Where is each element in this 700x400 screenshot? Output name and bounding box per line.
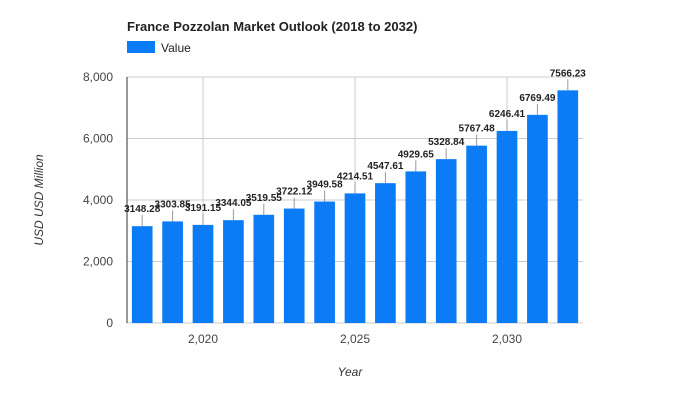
y-axis-ticks: 0 2,000 4,000 6,000 8,000 [83,70,113,330]
data-label-2032: 7566.23 [550,68,587,79]
bar-2029[interactable] [466,145,487,323]
bar-2019[interactable] [162,221,183,323]
data-label-2030: 6246.41 [489,109,526,120]
data-label-2025: 4214.51 [337,171,374,182]
chart-title: France Pozzolan Market Outlook (2018 to … [127,19,417,34]
legend[interactable]: Value [127,41,191,55]
legend-label: Value [161,41,191,55]
bar-2024[interactable] [314,201,335,323]
bar-2018[interactable] [131,226,153,323]
data-label-2026: 4547.61 [367,161,404,172]
data-label-2028: 5328.84 [428,137,465,148]
data-label-2029: 5767.48 [459,124,496,135]
bar-2022[interactable] [253,214,275,323]
data-label-2018: 3148.28 [124,204,161,215]
data-label-2027: 4929.65 [398,149,435,160]
data-label-2023: 3722.12 [276,187,313,198]
label-leaders [141,79,569,227]
x-tick-label: 2,025 [340,332,370,346]
bar-2023[interactable] [283,208,305,323]
y-axis-title: USD USD Million [32,154,46,246]
bar-2027[interactable] [405,171,427,323]
data-labels: 3148.283303.853191.153344.053519.553722.… [124,68,586,215]
data-label-2021: 3344.05 [215,198,252,209]
legend-swatch [127,41,155,53]
bar-2020[interactable] [192,224,214,323]
data-label-2024: 3949.58 [307,180,344,191]
data-label-2020: 3191.15 [185,203,222,214]
x-axis-ticks: 2,020 2,025 2,030 [188,332,522,346]
bar-2028[interactable] [435,159,457,323]
y-tick-label: 2,000 [83,255,113,269]
y-tick-label: 0 [106,316,113,330]
bar-2032[interactable] [557,90,579,323]
bar-2026[interactable] [375,183,396,323]
bar-2021[interactable] [223,220,244,323]
x-tick-label: 2,020 [188,332,218,346]
bar-series [131,90,579,323]
y-tick-label: 6,000 [83,132,113,146]
bar-2030[interactable] [496,130,518,323]
data-label-2022: 3519.55 [246,193,283,204]
y-tick-label: 8,000 [83,70,113,84]
y-tick-label: 4,000 [83,193,113,207]
data-label-2031: 6769.49 [519,93,556,104]
bar-2031[interactable] [527,114,548,323]
bar-2025[interactable] [344,193,366,323]
data-label-2019: 3303.85 [155,199,192,210]
x-axis-title: Year [338,365,364,379]
x-tick-label: 2,030 [492,332,522,346]
